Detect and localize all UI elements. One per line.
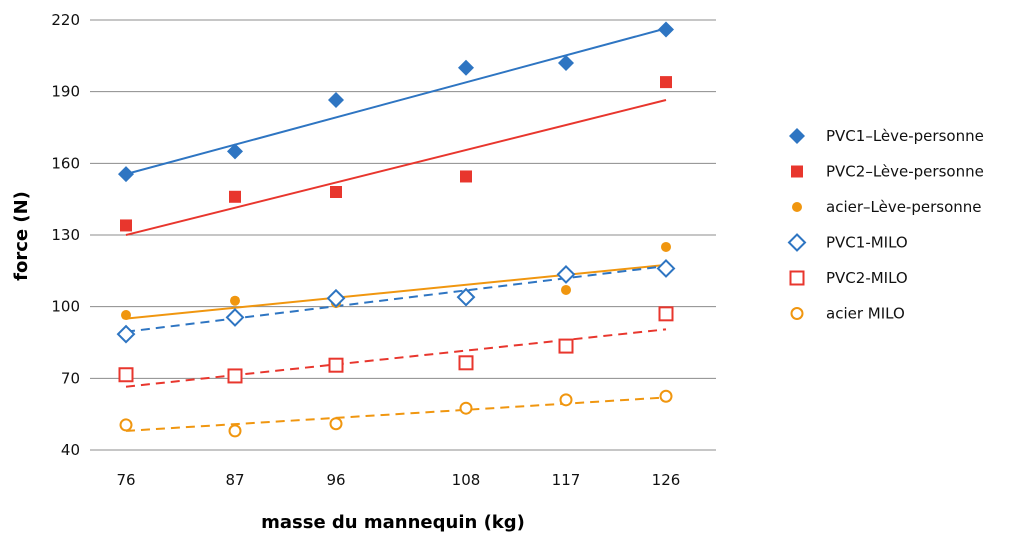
data-point <box>656 259 676 278</box>
data-point <box>561 284 571 295</box>
data-points <box>116 21 676 438</box>
data-point <box>661 241 671 252</box>
trendline <box>125 328 667 388</box>
data-point <box>229 190 241 203</box>
data-point <box>118 166 134 183</box>
data-point <box>556 265 576 284</box>
legend-marker <box>787 233 807 252</box>
legend-marker <box>791 165 803 178</box>
data-point <box>121 310 131 321</box>
data-point <box>456 287 476 307</box>
x-tick-label: 126 <box>652 471 681 489</box>
data-point <box>329 417 343 431</box>
data-point <box>458 355 474 371</box>
x-tick-label: 117 <box>552 471 581 489</box>
legend-label: acier MILO <box>826 305 905 323</box>
data-point <box>559 393 573 407</box>
data-point <box>120 219 132 232</box>
y-tick-label: 160 <box>51 154 80 172</box>
legend-label: acier–Lève-personne <box>826 198 982 216</box>
x-tick-label: 76 <box>116 471 135 489</box>
data-point <box>660 76 672 89</box>
x-tick-label: 87 <box>225 471 244 489</box>
y-tick-label: 190 <box>51 83 80 101</box>
data-point <box>558 338 574 354</box>
legend-marker <box>789 128 805 144</box>
x-tick-label: 108 <box>452 471 481 489</box>
data-point <box>119 418 133 432</box>
data-point <box>118 367 134 383</box>
y-axis-title: force (N) <box>11 191 32 281</box>
data-point <box>658 306 674 322</box>
trendlines <box>125 27 667 432</box>
trendline <box>125 396 667 432</box>
trendline <box>125 99 667 236</box>
x-tick-label: 96 <box>326 471 345 489</box>
legend: PVC1–Lève-personne PVC2–Lève-personne acie… <box>787 127 984 323</box>
data-point <box>116 324 136 344</box>
data-point <box>558 55 574 71</box>
data-point <box>459 401 473 415</box>
data-point <box>227 368 243 384</box>
data-point <box>330 186 342 198</box>
data-point <box>227 143 243 160</box>
legend-marker <box>790 307 804 320</box>
data-point <box>230 295 240 306</box>
trendline <box>125 27 667 176</box>
legend-label: PVC2–Lève-personne <box>826 163 984 181</box>
legend-label: PVC2-MILO <box>826 269 908 287</box>
data-point <box>458 59 474 76</box>
y-tick-label: 100 <box>51 298 80 316</box>
data-point <box>659 389 673 403</box>
data-point <box>328 357 344 373</box>
data-point <box>658 21 674 38</box>
y-tick-label: 220 <box>51 11 80 29</box>
y-axis-ticks: 40 70 100 130 160 190 220 <box>51 11 80 459</box>
data-point <box>326 288 346 308</box>
data-point <box>328 92 344 109</box>
y-tick-label: 40 <box>61 441 80 459</box>
data-point <box>228 424 242 438</box>
trendline <box>125 265 667 333</box>
gridlines <box>90 19 716 451</box>
x-axis-ticks: 76 87 96 108 117 126 <box>116 471 680 489</box>
legend-marker <box>789 270 805 286</box>
x-axis-title: masse du mannequin (kg) <box>261 512 525 533</box>
legend-label: PVC1–Lève-personne <box>826 127 984 145</box>
legend-label: PVC1-MILO <box>826 234 908 252</box>
data-point <box>460 170 472 183</box>
y-tick-label: 70 <box>61 369 80 387</box>
legend-marker <box>792 202 802 212</box>
y-tick-label: 130 <box>51 226 80 244</box>
data-point <box>225 308 245 327</box>
trendline <box>125 263 667 320</box>
